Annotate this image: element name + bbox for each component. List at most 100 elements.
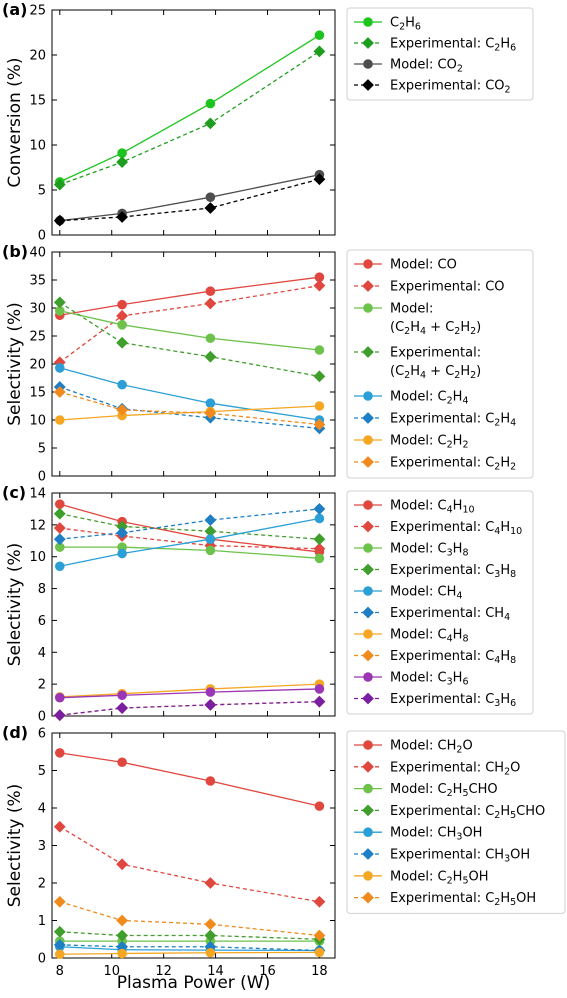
legend-text-part: 2 [470, 326, 476, 337]
legend-text-part: 2 [456, 745, 462, 756]
data-point [204, 698, 217, 711]
legend-text-part: Model: C [390, 390, 447, 405]
data-point [53, 925, 66, 938]
legend-text-part: 4 [504, 612, 510, 623]
legend-label: Model: C3H6 [390, 671, 469, 688]
legend-text-part: 3 [447, 677, 453, 688]
legend-label: Model: CH4 [390, 585, 462, 602]
legend-text-part: CHO [469, 782, 498, 797]
data-point [204, 407, 217, 420]
legend-text-part: 2 [447, 788, 453, 799]
legend-marker [363, 500, 373, 510]
legend-text-part: Experimental: CH [390, 848, 504, 863]
data-point [117, 948, 127, 959]
data-point [205, 98, 216, 109]
legend-text-part: 3 [494, 698, 500, 709]
legend-marker [362, 346, 374, 358]
legend-text-part: 3 [504, 854, 510, 865]
legend-marker [363, 672, 373, 682]
series [53, 503, 326, 546]
legend-label-line2: (C2H4 + C2H2) [390, 320, 481, 337]
legend-text-part: 5 [462, 875, 468, 886]
legend-text-part: 2 [494, 897, 500, 908]
data-point [204, 918, 217, 931]
y-tick-label: 4 [38, 802, 46, 817]
legend-text-part: 5 [462, 788, 468, 799]
legend-label: Experimental: C4H10 [390, 520, 522, 537]
legend-text-part: 2 [510, 462, 516, 473]
data-point [116, 929, 129, 942]
legend-text-part: 8 [510, 569, 516, 580]
legend-text-part: 2 [494, 418, 500, 429]
data-point [116, 309, 129, 322]
series-line [59, 174, 320, 222]
legend-text-part: (C [390, 364, 404, 379]
legend-text-part: Model: CH [390, 739, 456, 754]
legend-text-part: H [460, 320, 470, 335]
legend-label-line2: (C2H4 + C2H2) [390, 364, 481, 381]
legend-marker [363, 871, 373, 881]
plot-frame [51, 732, 336, 959]
legend-text-part: 4 [494, 526, 500, 537]
series [53, 173, 326, 227]
legend-marker [363, 543, 373, 553]
x-tick-label: 14 [207, 964, 224, 979]
legend-marker [362, 760, 374, 773]
legend-label: Model: CH3OH [390, 826, 482, 843]
legend-marker [363, 391, 373, 401]
legend-label: Model: C2H2 [390, 434, 469, 451]
data-point [117, 148, 127, 158]
data-point [54, 748, 65, 758]
series [54, 272, 325, 321]
data-point [205, 534, 216, 544]
legend-text-part: O [462, 739, 472, 754]
legend-text-part: 6 [510, 43, 516, 54]
data-point [117, 757, 127, 768]
legend-marker [362, 891, 374, 904]
series-line [59, 944, 320, 952]
legend-label: Model: C3H8 [390, 542, 469, 559]
legend-text-part: H [453, 499, 463, 514]
legend-label: Experimental: C2H2 [390, 456, 516, 473]
series-line [59, 701, 320, 716]
legend-text-part: Experimental: C [390, 649, 494, 664]
series [53, 386, 326, 431]
legend-marker [362, 692, 374, 705]
series-line [59, 752, 320, 807]
legend-text-part: H [410, 364, 420, 379]
legend-label: Experimental: CH4 [390, 606, 510, 623]
legend-text-part: H [460, 364, 470, 379]
legend-text-part: 4 [420, 370, 426, 381]
legend-text-part: Experimental: C [390, 563, 494, 578]
data-point [205, 776, 216, 786]
legend-label: Model: C2H5CHO [390, 782, 498, 799]
x-tick-label: 16 [259, 964, 276, 979]
legend-text-part: 2 [494, 810, 500, 821]
legend-text-part: Model: C [390, 628, 447, 643]
legend-marker [362, 280, 374, 292]
data-point [53, 709, 66, 722]
legend-marker [363, 17, 373, 27]
data-point [314, 947, 325, 958]
legend-text-part: 3 [494, 569, 500, 580]
y-tick-label: 0 [38, 710, 46, 725]
y-tick-label: 0 [38, 229, 46, 244]
legend-label: Model: C2H4 [390, 390, 469, 407]
series [54, 947, 325, 960]
y-tick-label: 1 [38, 914, 46, 929]
data-point [313, 929, 326, 942]
legend-text-part: H [453, 671, 463, 686]
legend-text-part: H [500, 412, 510, 427]
legend-text-part: 2 [462, 440, 468, 451]
legend-text-part: H [500, 456, 510, 471]
data-point [116, 404, 129, 416]
y-tick-label: 5 [38, 184, 46, 199]
legend-marker [363, 303, 373, 313]
y-tick-label: 15 [29, 386, 46, 401]
